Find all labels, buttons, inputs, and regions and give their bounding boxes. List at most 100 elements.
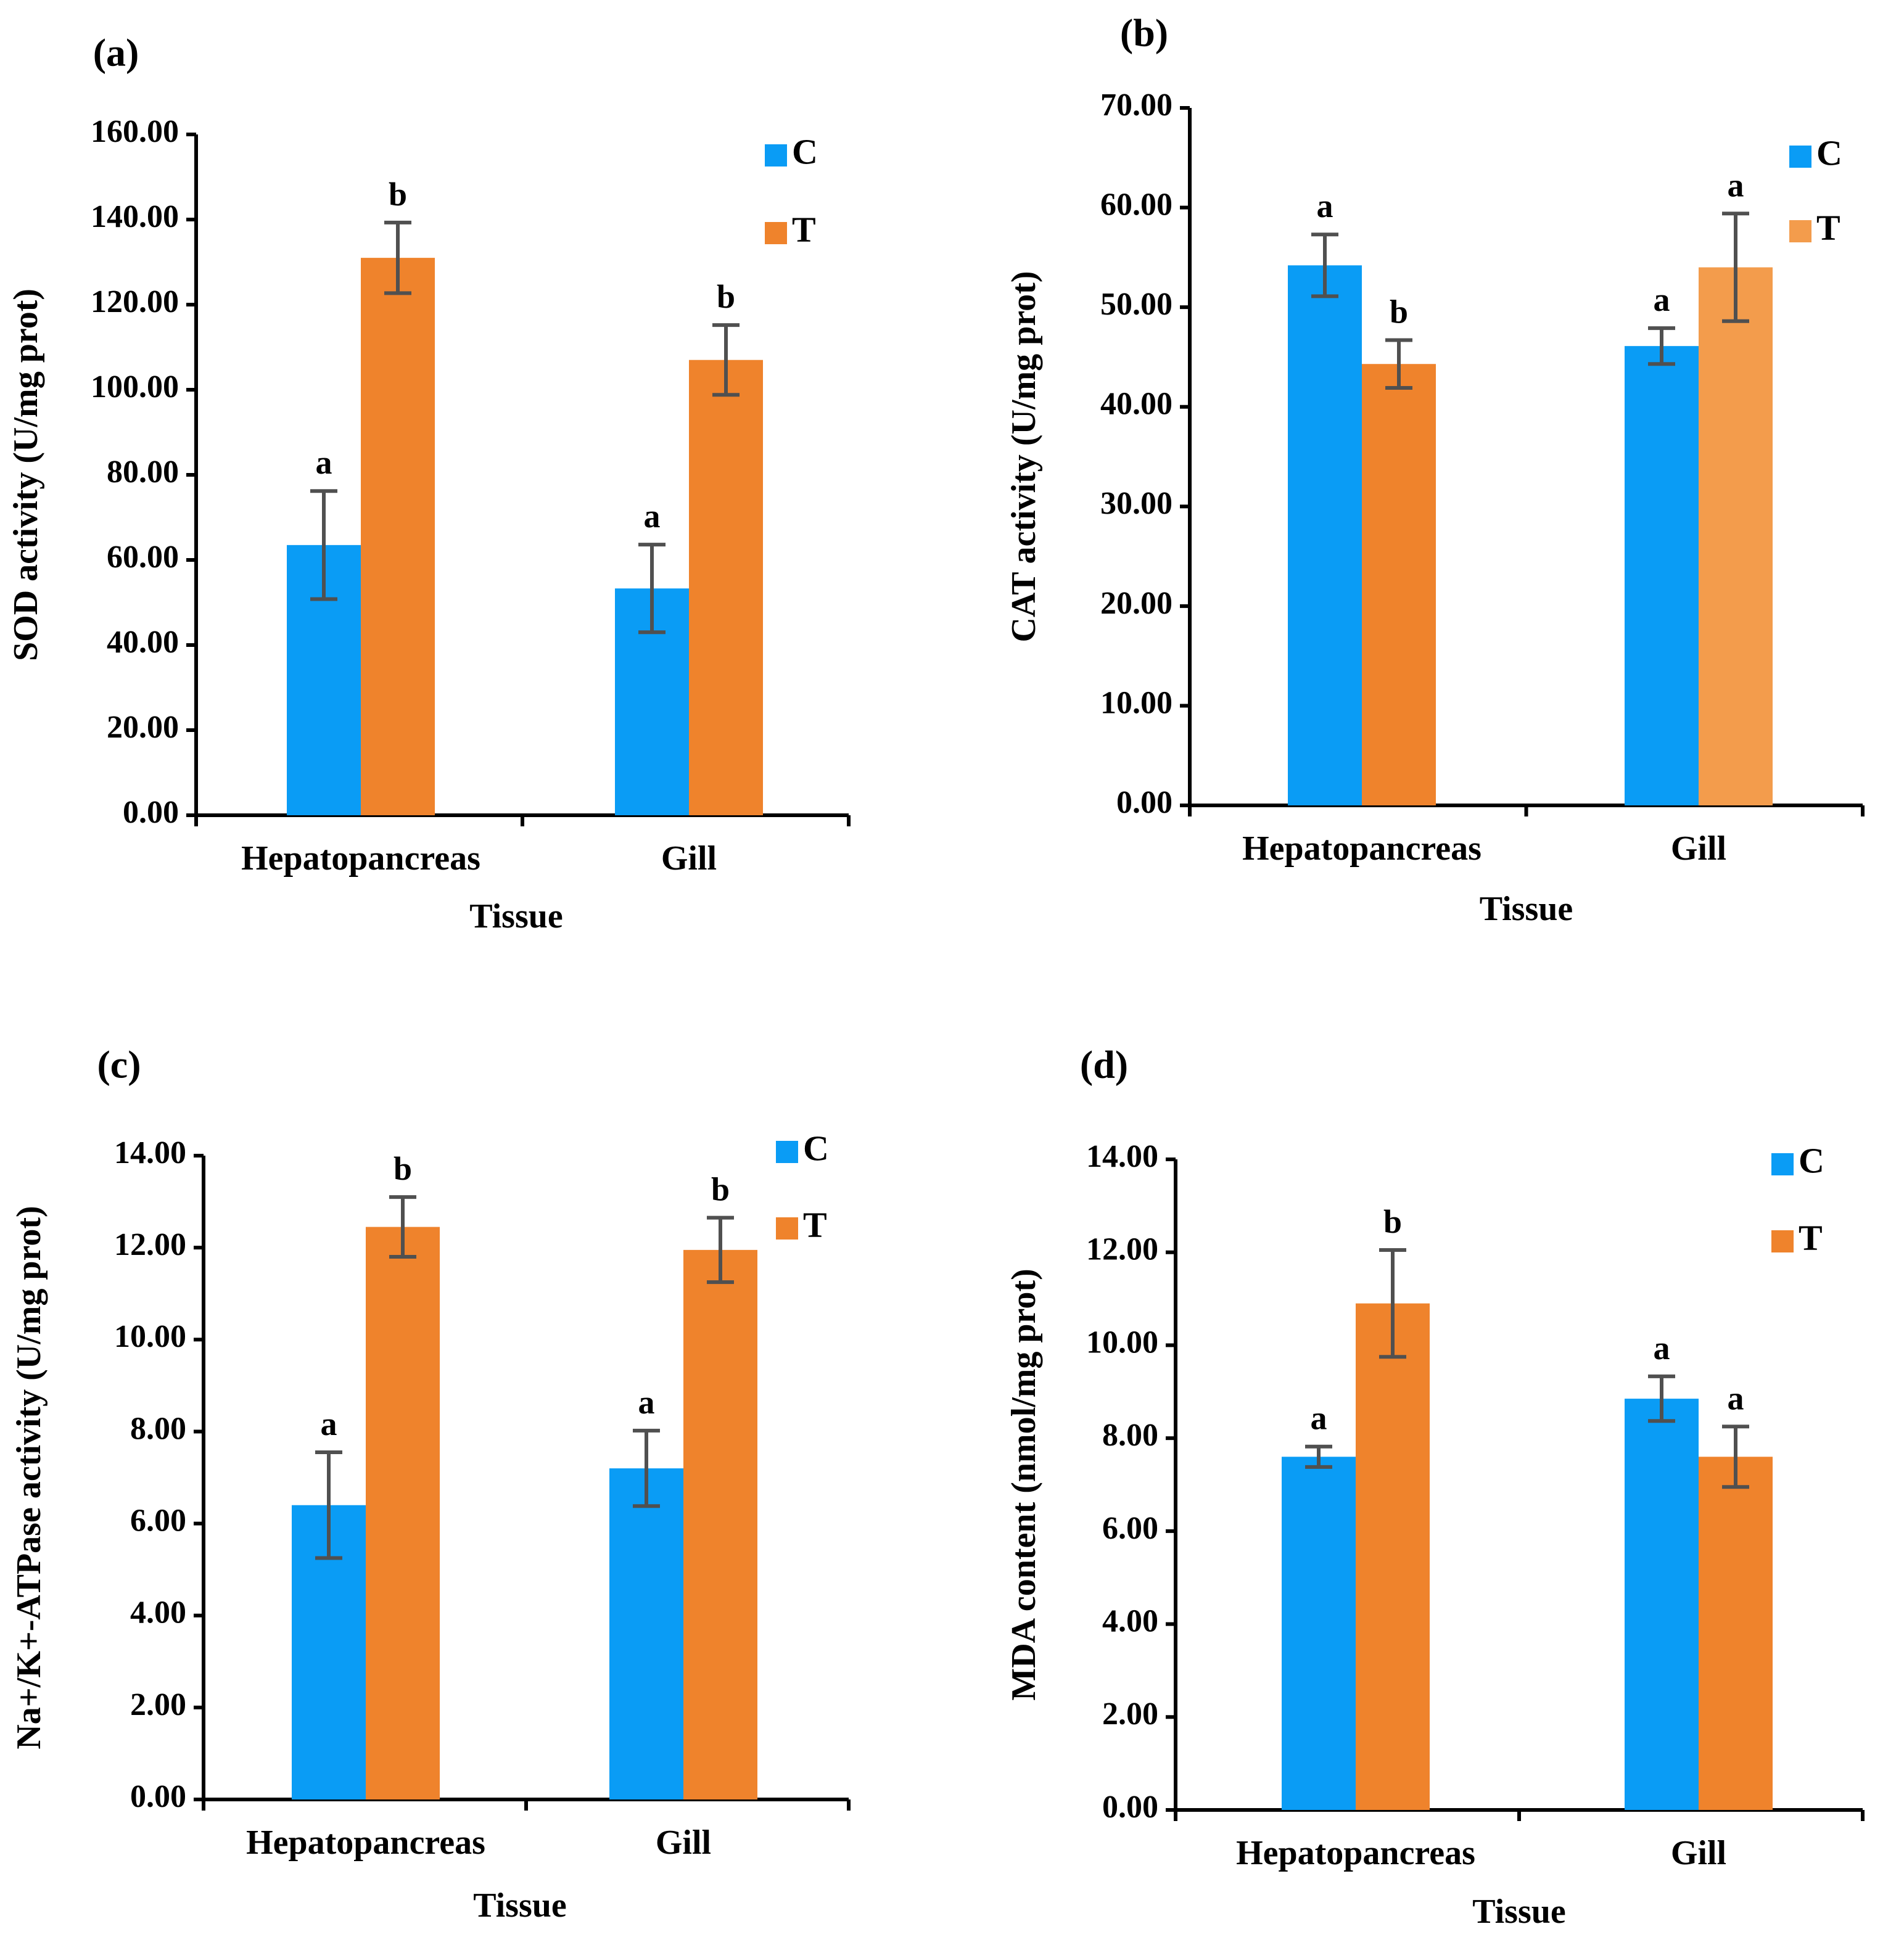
chart-panel-b: (b) 0.00 10.00 20.00 30.00 40.00 50.00 60.00 70.…: [1005, 11, 1865, 928]
error-bar: [1722, 212, 1749, 323]
y-tick-label: 8.00: [1102, 1418, 1158, 1453]
panel-label: (b): [1120, 11, 1168, 55]
legend-label-C: C: [792, 131, 818, 171]
bar-T-gill: [1699, 1457, 1773, 1810]
legend-label-C: C: [803, 1128, 829, 1168]
legend-label-T: T: [1799, 1217, 1823, 1257]
x-category-label: Hepatopancreas: [1236, 1834, 1475, 1872]
y-tick-label: 70.00: [1100, 88, 1172, 123]
bar-T-hepatopancreas: [1362, 364, 1436, 805]
significance-letter: b: [717, 278, 735, 315]
panel-label: (c): [97, 1043, 141, 1087]
y-axis-title: Na+/K+-ATPase activity (U/mg prot): [10, 1206, 48, 1749]
significance-letter: a: [644, 498, 661, 535]
legend-swatch-T: [776, 1217, 798, 1240]
y-tick-label: 10.00: [1100, 685, 1172, 720]
y-tick-label: 8.00: [130, 1411, 186, 1446]
y-tick-label: 4.00: [1102, 1604, 1158, 1639]
y-axis-title: CAT activity (U/mg prot): [1005, 271, 1043, 643]
error-bar: [389, 1195, 416, 1259]
legend-label-T: T: [803, 1204, 827, 1244]
significance-letter: a: [1311, 1400, 1327, 1437]
y-tick-label: 0.00: [1116, 785, 1172, 820]
significance-letter: b: [711, 1171, 730, 1208]
y-tick-label: 60.00: [1100, 187, 1172, 223]
y-tick-label: 0.00: [123, 795, 179, 830]
error-bar: [384, 220, 411, 295]
legend-swatch-C: [1771, 1153, 1794, 1175]
significance-letter: b: [1383, 1203, 1402, 1240]
legend-label-T: T: [792, 209, 816, 249]
bar-T-hepatopancreas: [366, 1227, 440, 1799]
error-bar: [1648, 326, 1675, 366]
error-bar: [310, 489, 337, 601]
x-category-label: Gill: [1671, 1834, 1726, 1872]
legend-label-C: C: [1816, 133, 1842, 173]
y-tick-label: 2.00: [130, 1687, 186, 1722]
legend-swatch-C: [776, 1141, 798, 1163]
significance-letter: a: [1728, 167, 1744, 204]
y-tick-label: 160.00: [91, 114, 179, 149]
significance-letter: b: [394, 1150, 412, 1187]
x-category-label: Hepatopancreas: [1242, 829, 1482, 868]
legend-swatch-T: [1771, 1230, 1794, 1252]
bar-T-gill: [689, 360, 763, 815]
y-tick-label: 40.00: [107, 625, 179, 660]
bar-C-hepatopancreas: [1288, 265, 1362, 806]
legend-swatch-C: [765, 144, 787, 167]
significance-letter: a: [321, 1405, 337, 1442]
x-category-label: Gill: [656, 1824, 711, 1862]
y-tick-label: 0.00: [1102, 1790, 1158, 1825]
significance-letter: b: [1390, 293, 1408, 330]
error-bar: [1385, 338, 1412, 390]
x-axis-title: Tissue: [473, 1886, 566, 1925]
legend-swatch-C: [1789, 146, 1811, 168]
y-tick-label: 2.00: [1102, 1696, 1158, 1732]
significance-letter: a: [638, 1384, 655, 1421]
error-bar: [707, 1215, 734, 1285]
error-bar: [638, 543, 666, 635]
legend-label-C: C: [1799, 1140, 1824, 1180]
y-tick-label: 12.00: [114, 1227, 186, 1262]
significance-letter: a: [1654, 281, 1670, 318]
chart-panel-a: (a) 0.00 20.00 40.00 60.00 80.00 100.00 120.00 1…: [7, 31, 851, 935]
y-tick-label: 50.00: [1100, 287, 1172, 322]
bar-T-hepatopancreas: [1356, 1303, 1430, 1810]
error-bar: [712, 323, 740, 397]
y-tick-label: 12.00: [1086, 1232, 1158, 1267]
error-bar: [1311, 232, 1338, 298]
y-tick-label: 10.00: [1086, 1325, 1158, 1360]
y-tick-label: 40.00: [1100, 387, 1172, 422]
x-category-label: Hepatopancreas: [241, 839, 480, 878]
significance-letter: a: [316, 444, 332, 481]
x-category-label: Hepatopancreas: [246, 1824, 485, 1862]
panel-label: (d): [1080, 1043, 1128, 1087]
y-tick-label: 4.00: [130, 1595, 186, 1630]
y-tick-label: 14.00: [114, 1135, 186, 1170]
error-bar: [1305, 1444, 1332, 1469]
legend-swatch-T: [1789, 220, 1811, 242]
error-bar: [1648, 1374, 1675, 1423]
significance-letter: a: [1317, 187, 1333, 224]
error-bar: [315, 1450, 342, 1560]
panel-label: (a): [93, 31, 139, 75]
bar-C-gill: [1625, 1399, 1699, 1810]
y-tick-label: 60.00: [107, 540, 179, 575]
bar-C-hepatopancreas: [1282, 1457, 1356, 1810]
chart-panel-c: (c) 0.00 2.00 4.00 6.00 8.00 10.00 12.00 14.00 a b…: [10, 1043, 851, 1925]
x-axis-title: Tissue: [1472, 1893, 1565, 1931]
y-tick-label: 6.00: [130, 1503, 186, 1539]
legend-label-T: T: [1816, 207, 1840, 247]
y-tick-label: 14.00: [1086, 1139, 1158, 1174]
error-bar: [1722, 1425, 1749, 1489]
y-axis-title: SOD activity (U/mg prot): [7, 289, 45, 661]
y-tick-label: 100.00: [91, 369, 179, 405]
bar-C-gill: [609, 1468, 683, 1799]
significance-letter: a: [1728, 1380, 1744, 1417]
legend-swatch-T: [765, 222, 787, 244]
y-tick-label: 80.00: [107, 454, 179, 490]
y-tick-label: 20.00: [1100, 586, 1172, 621]
y-axis-title: MDA content (nmol/mg prot): [1005, 1269, 1043, 1700]
